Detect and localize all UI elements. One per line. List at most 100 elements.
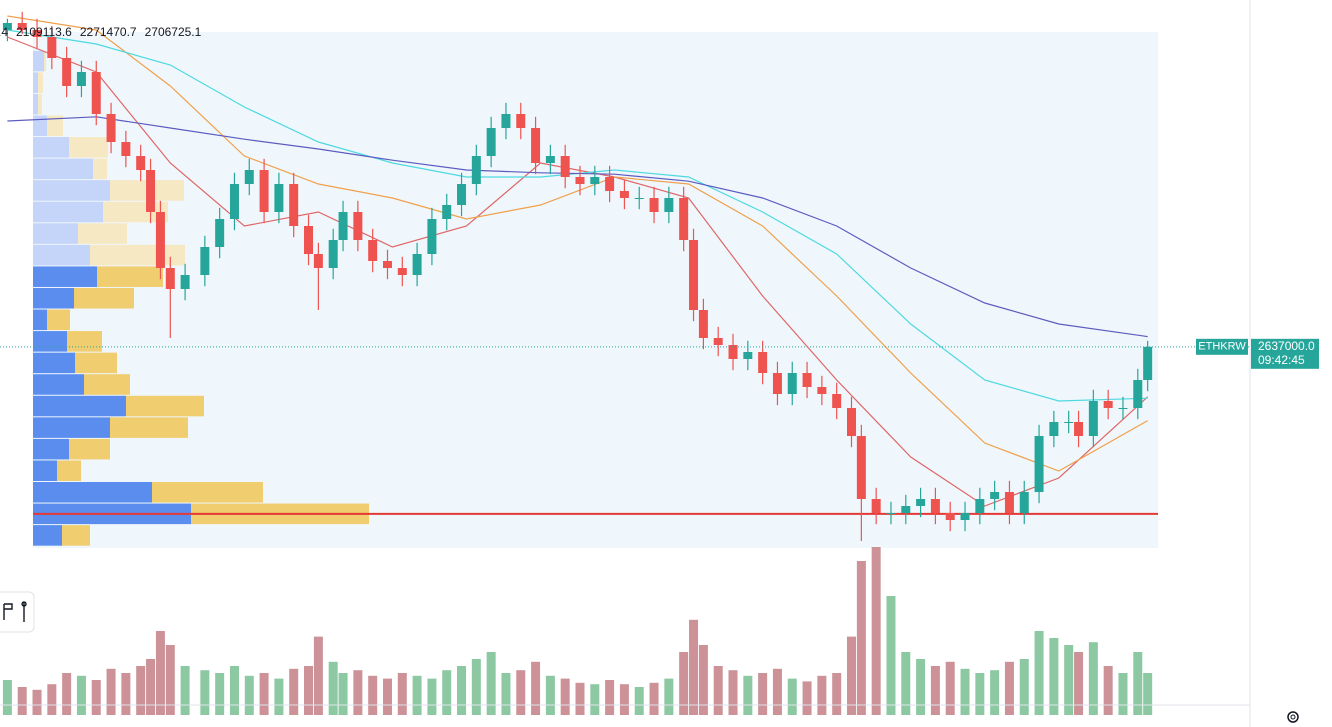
drawing-toolbar[interactable] xyxy=(0,591,35,633)
candle-body xyxy=(886,513,896,514)
profile-up xyxy=(33,287,74,309)
candle-body xyxy=(698,310,708,338)
candle-body xyxy=(274,184,284,212)
profile-down xyxy=(78,223,127,244)
candle-body xyxy=(1049,422,1059,436)
volume-bar xyxy=(136,666,146,715)
volume-bar xyxy=(353,670,363,715)
candle-body xyxy=(289,184,299,226)
candle-body xyxy=(442,205,452,219)
candle-body xyxy=(32,30,42,37)
legend-entry: 2109113.6 xyxy=(16,25,72,39)
candle-body xyxy=(62,58,72,86)
volume-bar xyxy=(146,659,156,715)
profile-up xyxy=(33,244,90,266)
volume-bar xyxy=(1034,631,1044,715)
volume-bar xyxy=(846,636,856,715)
volume-bar xyxy=(856,561,866,715)
candle-body xyxy=(382,261,392,268)
legend-entry: 2271470.7 xyxy=(80,25,137,39)
volume-bar xyxy=(560,678,570,715)
candle-body xyxy=(397,268,407,275)
candle-body xyxy=(901,506,911,513)
volume-bar xyxy=(471,659,481,715)
moving-average xyxy=(7,15,1148,472)
toolbar-icons[interactable] xyxy=(3,601,27,622)
candle-body xyxy=(664,198,674,212)
volume-bar xyxy=(17,687,27,715)
candle-body xyxy=(634,198,644,199)
candle-body xyxy=(619,191,629,198)
volume-bar xyxy=(545,675,555,715)
candle-body xyxy=(76,72,86,86)
volume-bar xyxy=(215,673,225,715)
volume-bar xyxy=(259,673,269,715)
candle-body xyxy=(758,352,768,373)
candle-body xyxy=(1118,408,1128,409)
volume-bar xyxy=(486,652,496,715)
volume-bar xyxy=(382,678,392,715)
candle-body xyxy=(121,142,131,156)
gear-icon[interactable] xyxy=(1287,711,1299,723)
volume-bar xyxy=(289,668,299,715)
gear-center[interactable] xyxy=(1290,714,1296,720)
candle-body xyxy=(91,72,101,114)
candle-body xyxy=(47,37,57,58)
profile-up xyxy=(33,525,62,546)
volume-bar xyxy=(457,666,467,715)
volume-bar xyxy=(649,682,659,715)
candle-body xyxy=(165,268,175,289)
candle-body xyxy=(1074,422,1084,436)
profile-down xyxy=(97,266,163,287)
volume-bar xyxy=(945,661,955,715)
volume-bar xyxy=(605,680,615,715)
profile-down xyxy=(69,438,110,460)
volume-bar xyxy=(313,636,323,715)
volume-bar xyxy=(47,684,57,715)
candle-body xyxy=(328,240,338,268)
volume-bar xyxy=(531,661,541,715)
profile-up xyxy=(33,201,103,223)
volume-bar xyxy=(886,596,896,715)
volume-bar xyxy=(787,678,797,715)
profile-down xyxy=(47,309,70,331)
volume-bar xyxy=(1103,666,1113,715)
volume-bar xyxy=(200,670,210,715)
symbol-tag xyxy=(1196,338,1248,355)
candle-body xyxy=(200,247,210,275)
candle-body xyxy=(259,170,269,212)
candle-body xyxy=(871,499,881,513)
candle-body xyxy=(1004,492,1014,513)
profile-up xyxy=(33,115,47,137)
volume-bar xyxy=(1019,659,1029,715)
profile-down xyxy=(47,115,63,137)
candle-body xyxy=(304,226,314,254)
candle-body xyxy=(516,114,526,128)
profile-up xyxy=(33,395,126,417)
price-tag xyxy=(1251,338,1319,369)
profile-down xyxy=(84,374,130,395)
volume-bar xyxy=(106,668,116,715)
candle-body xyxy=(689,240,699,310)
legend-entry: 2706725.1 xyxy=(145,25,202,39)
volume-bar xyxy=(679,652,689,715)
volume-bar xyxy=(229,666,239,715)
volume-bar xyxy=(817,675,827,715)
candle-body xyxy=(945,513,955,520)
candle-body xyxy=(313,254,323,268)
volume-bar xyxy=(516,670,526,715)
volume-bar xyxy=(713,666,723,715)
volume-bar xyxy=(619,684,629,715)
volume-bar xyxy=(155,631,165,715)
profile-down xyxy=(62,525,90,546)
volume-bar xyxy=(975,673,985,715)
candle-body xyxy=(772,373,782,394)
volume-bar xyxy=(76,675,86,715)
volume-bar xyxy=(758,673,768,715)
candle-body xyxy=(1088,401,1098,436)
settings-gear[interactable] xyxy=(1287,711,1299,723)
toolbar-box[interactable] xyxy=(0,591,35,633)
candle-body xyxy=(146,170,156,212)
candle-body xyxy=(501,114,511,128)
